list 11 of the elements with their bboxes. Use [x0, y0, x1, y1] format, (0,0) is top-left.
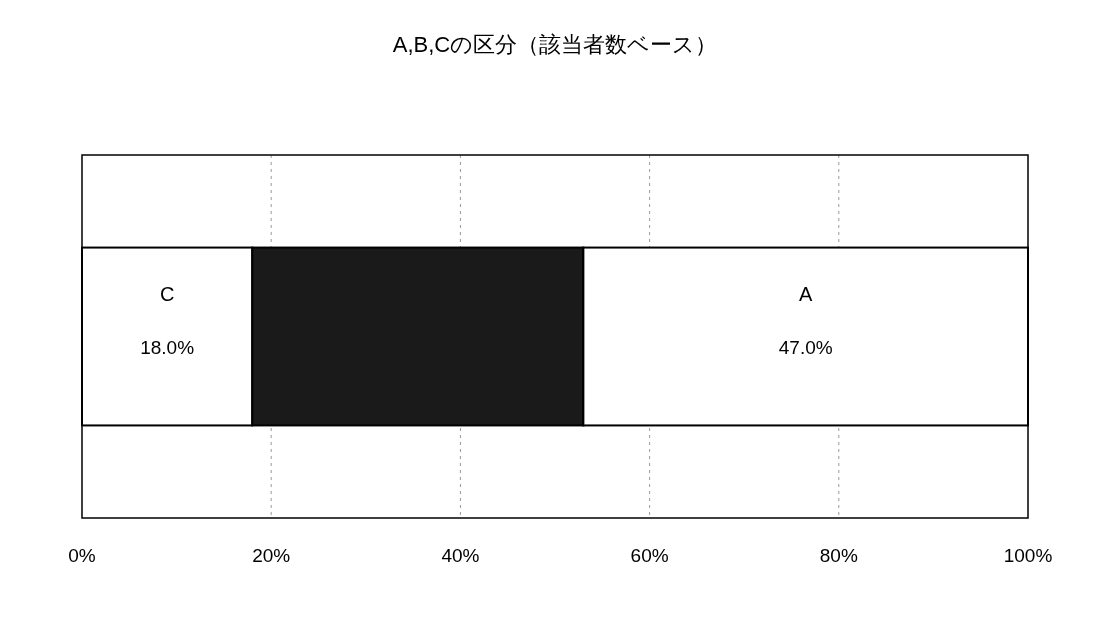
x-tick-label: 40%	[441, 545, 480, 566]
chart-title: A,B,Cの区分（該当者数ベース）	[392, 32, 718, 57]
x-tick-label: 20%	[252, 545, 291, 566]
data-label: 47.0%	[778, 337, 833, 359]
x-tick-label: 60%	[630, 545, 669, 566]
data-label: 18.0%	[140, 337, 195, 359]
series-label: C	[159, 282, 175, 305]
x-tick-label: 80%	[819, 545, 858, 566]
series-label: A	[799, 282, 814, 305]
x-tick-label: 0%	[68, 545, 96, 566]
x-tick-label: 100%	[1003, 545, 1053, 566]
